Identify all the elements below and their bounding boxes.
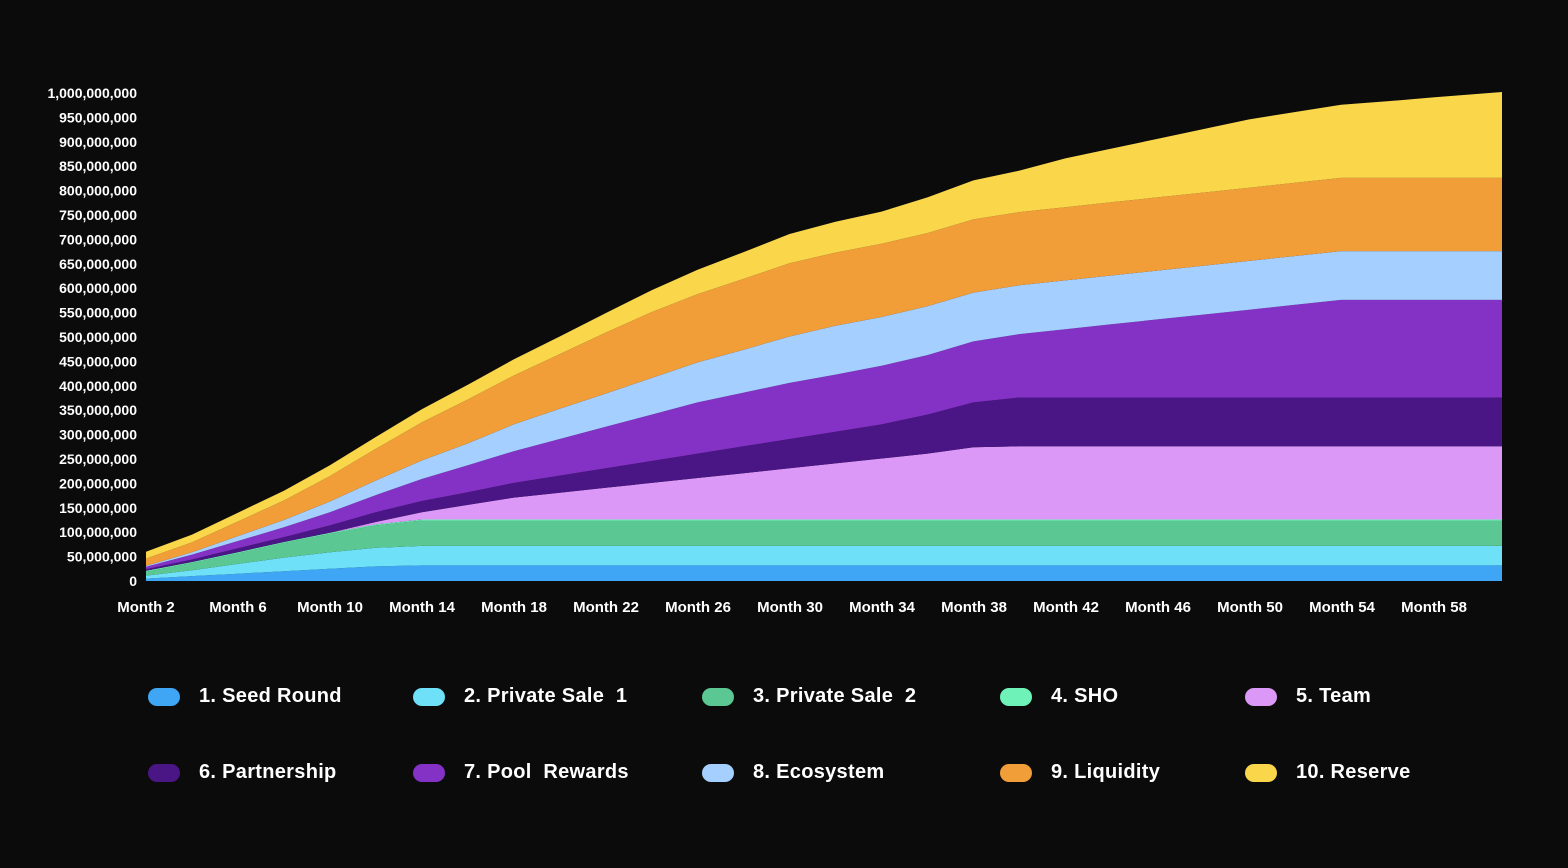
area-series-3: [146, 520, 1502, 576]
x-tick-label: Month 58: [1401, 599, 1467, 616]
x-tick-label: Month 2: [117, 599, 175, 616]
x-tick-label: Month 38: [941, 599, 1007, 616]
x-tick-label: Month 10: [297, 599, 363, 616]
x-tick-label: Month 18: [481, 599, 547, 616]
y-tick-label: 450,000,000: [59, 353, 137, 369]
area-series-10: [146, 92, 1502, 559]
y-tick-label: 150,000,000: [59, 500, 137, 516]
x-tick-label: Month 42: [1033, 599, 1099, 616]
y-tick-label: 750,000,000: [59, 207, 137, 223]
y-tick-label: 350,000,000: [59, 402, 137, 418]
x-tick-label: Month 46: [1125, 599, 1191, 616]
x-tick-label: Month 54: [1309, 599, 1375, 616]
area-series-1: [146, 565, 1502, 581]
y-tick-label: 500,000,000: [59, 329, 137, 345]
x-tick-label: Month 30: [757, 599, 823, 616]
y-tick-label: 600,000,000: [59, 280, 137, 296]
y-tick-label: 950,000,000: [59, 109, 137, 125]
y-tick-label: 550,000,000: [59, 305, 137, 321]
x-tick-label: Month 22: [573, 599, 639, 616]
x-tick-label: Month 34: [849, 599, 915, 616]
chart-areas: [146, 92, 1502, 581]
y-axis: 0 50,000,000 100,000,000 150,000,000 200,000…: [47, 85, 137, 589]
area-series-7: [146, 299, 1502, 570]
y-tick-label: 850,000,000: [59, 158, 137, 174]
y-tick-label: 100,000,000: [59, 524, 137, 540]
y-tick-label: 200,000,000: [59, 475, 137, 491]
area-series-9: [146, 177, 1502, 566]
y-tick-label: 900,000,000: [59, 134, 137, 150]
y-tick-label: 300,000,000: [59, 427, 137, 443]
y-tick-label: 1,000,000,000: [47, 85, 137, 101]
x-tick-label: Month 6: [209, 599, 267, 616]
y-tick-label: 650,000,000: [59, 256, 137, 272]
area-series-8: [146, 251, 1502, 567]
y-tick-label: 400,000,000: [59, 378, 137, 394]
y-tick-label: 50,000,000: [67, 549, 137, 565]
x-tick-label: Month 26: [665, 599, 731, 616]
x-axis: Month 2 Month 6 Month 10 Month 14 Month 18 Mo…: [117, 599, 1467, 616]
area-series-2: [146, 545, 1502, 579]
y-tick-label: 250,000,000: [59, 451, 137, 467]
x-tick-label: Month 50: [1217, 599, 1283, 616]
y-tick-label: 700,000,000: [59, 231, 137, 247]
area-series-6: [146, 397, 1502, 571]
y-tick-label: 0: [129, 573, 137, 589]
area-series-5: [146, 446, 1502, 571]
x-tick-label: Month 14: [389, 599, 455, 616]
y-tick-label: 800,000,000: [59, 183, 137, 199]
